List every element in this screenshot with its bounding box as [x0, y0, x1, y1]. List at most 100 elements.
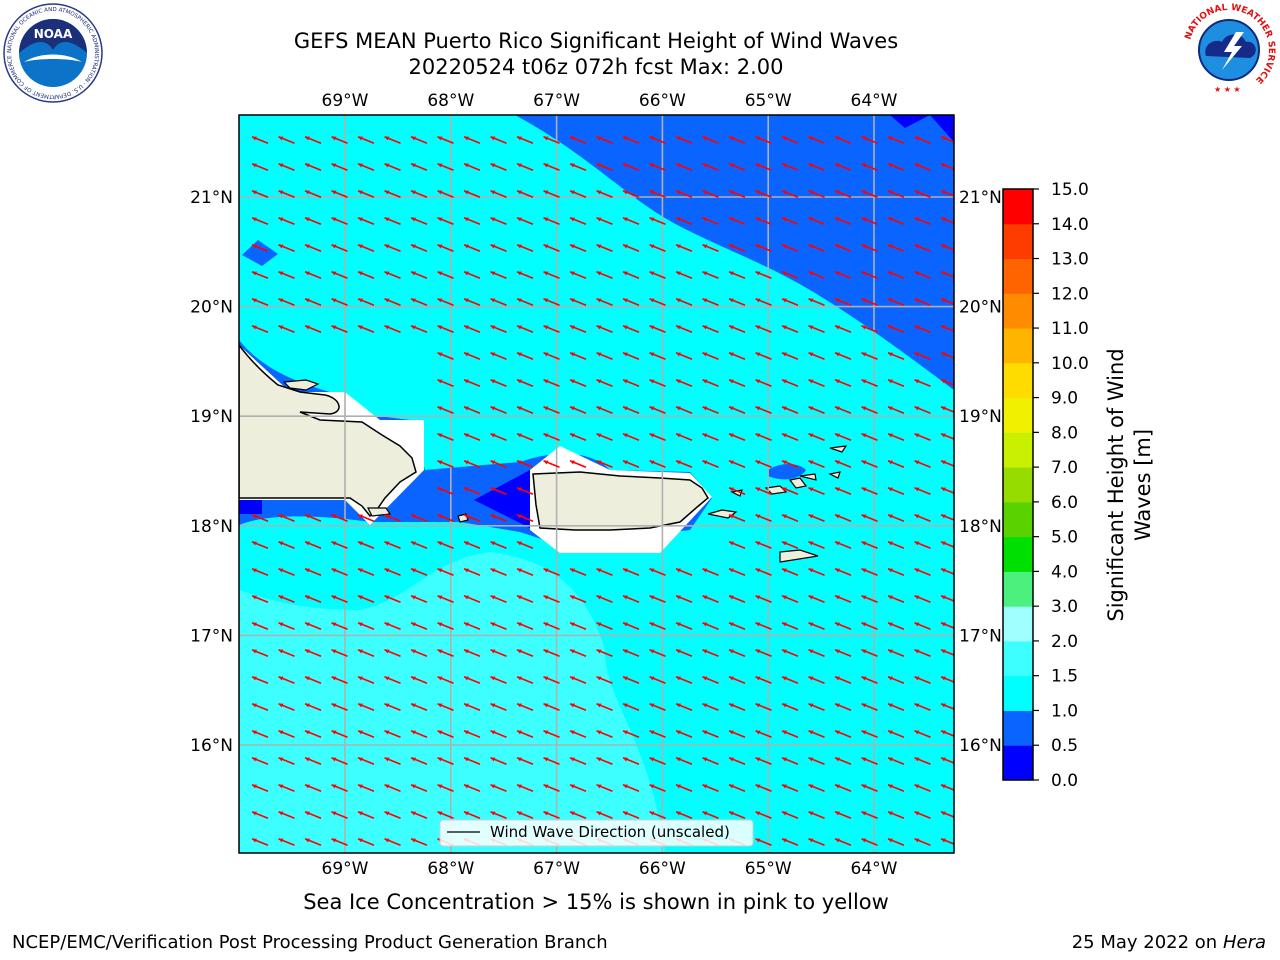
wind-arrow: [410, 244, 428, 252]
wind-arrow: [808, 379, 825, 387]
wind-arrow: [384, 811, 401, 819]
wind-arrow: [331, 325, 348, 333]
wind-arrow: [596, 784, 613, 792]
wind-arrow: [649, 352, 666, 360]
wind-arrow: [622, 406, 640, 414]
wind-arrow: [622, 163, 640, 171]
colorbar-bin: [1003, 571, 1033, 607]
wind-arrow: [596, 703, 613, 711]
wind-arrow: [861, 676, 878, 684]
wind-arrow: [649, 406, 666, 414]
wind-arrow: [357, 811, 375, 819]
wind-arrow: [702, 217, 719, 225]
wind-arrow: [569, 406, 587, 414]
wind-arrow: [278, 190, 295, 198]
wind-arrow: [755, 703, 772, 711]
wind-arrow: [940, 487, 954, 494]
wind-arrow: [808, 784, 825, 792]
wind-arrow: [649, 136, 666, 144]
wind-arrow: [728, 514, 746, 522]
wind-arrow: [940, 190, 954, 197]
wind-arrow: [384, 568, 401, 576]
colorbar-label-line2: Waves [m]: [1131, 429, 1155, 541]
wind-arrow: [304, 217, 322, 225]
wind-arrow: [861, 352, 878, 360]
wind-arrow: [940, 838, 954, 845]
wind-arrow: [702, 406, 719, 414]
wind-arrow: [278, 136, 295, 144]
wind-arrow: [410, 622, 428, 630]
wind-arrow: [755, 595, 772, 603]
wind-arrow: [728, 649, 746, 657]
wind-arrow: [702, 622, 719, 630]
wind-arrow: [940, 217, 954, 224]
wind-arrow: [569, 730, 587, 738]
wind-arrow: [781, 649, 799, 657]
wind-arrow: [384, 757, 401, 765]
wind-arrow: [543, 730, 560, 738]
wind-arrow: [410, 325, 428, 333]
lon-label-bottom: 67°W: [533, 859, 580, 879]
wind-arrow: [331, 838, 348, 846]
wind-arrow: [304, 163, 322, 171]
wind-arrow: [755, 433, 772, 441]
wind-arrow: [781, 460, 799, 468]
wind-arrow: [834, 406, 852, 414]
lat-label-left: 16°N: [190, 736, 233, 756]
wind-arrow: [675, 379, 693, 387]
wind-arrow: [490, 568, 507, 576]
wind-arrow: [914, 379, 931, 387]
wind-arrow: [543, 190, 560, 198]
wind-arrow: [781, 622, 799, 630]
wind-arrow: [808, 460, 825, 468]
wind-arrow: [834, 217, 852, 225]
wind-arrow: [702, 136, 719, 144]
wind-arrow: [622, 568, 640, 576]
wind-arrow: [437, 190, 454, 198]
wind-arrow: [384, 244, 401, 252]
wind-arrow: [702, 190, 719, 198]
wind-arrow: [384, 541, 401, 549]
wind-arrow: [357, 163, 375, 171]
wind-arrow: [834, 163, 852, 171]
wind-arrow: [463, 325, 481, 333]
wind-arrow: [463, 352, 481, 360]
wind-arrow: [834, 514, 852, 522]
wind-arrow: [437, 676, 454, 684]
wind-arrow: [728, 595, 746, 603]
wind-arrow: [410, 649, 428, 657]
wind-arrow: [702, 298, 719, 306]
wind-arrow: [781, 433, 799, 441]
wind-arrow: [410, 298, 428, 306]
wind-arrow: [463, 460, 481, 468]
wind-arrow: [278, 703, 295, 711]
wind-arrow: [649, 325, 666, 333]
wind-arrow: [543, 595, 560, 603]
wind-arrow: [728, 217, 746, 225]
wind-arrow: [834, 541, 852, 549]
wind-arrow: [622, 622, 640, 630]
wind-arrow: [940, 271, 954, 278]
wind-arrow: [675, 757, 693, 765]
wind-arrow: [702, 730, 719, 738]
wind-arrow: [569, 379, 587, 387]
axis-labels: 69°W 69°W 68°W 68°W 67°W 67°W 66°W 66°W 65°W 65°W…: [190, 91, 1002, 879]
wind-arrow: [278, 514, 295, 522]
lon-label-bottom: 64°W: [851, 859, 898, 879]
wind-arrow: [516, 784, 534, 792]
wind-arrow: [596, 730, 613, 738]
wind-arrow: [808, 541, 825, 549]
wind-arrow: [543, 568, 560, 576]
wind-arrow: [251, 784, 269, 792]
wind-arrow: [331, 244, 348, 252]
wind-arrow: [384, 676, 401, 684]
wind-arrow: [437, 379, 454, 387]
wind-arrow: [808, 325, 825, 333]
wind-arrow: [304, 244, 322, 252]
wind-arrow: [834, 379, 852, 387]
colorbar-tick-label: 10.0: [1051, 354, 1089, 374]
colorbar-tick-label: 0.0: [1051, 771, 1078, 791]
wind-arrow: [384, 730, 401, 738]
wind-arrow: [543, 271, 560, 279]
wind-arrow: [463, 244, 481, 252]
